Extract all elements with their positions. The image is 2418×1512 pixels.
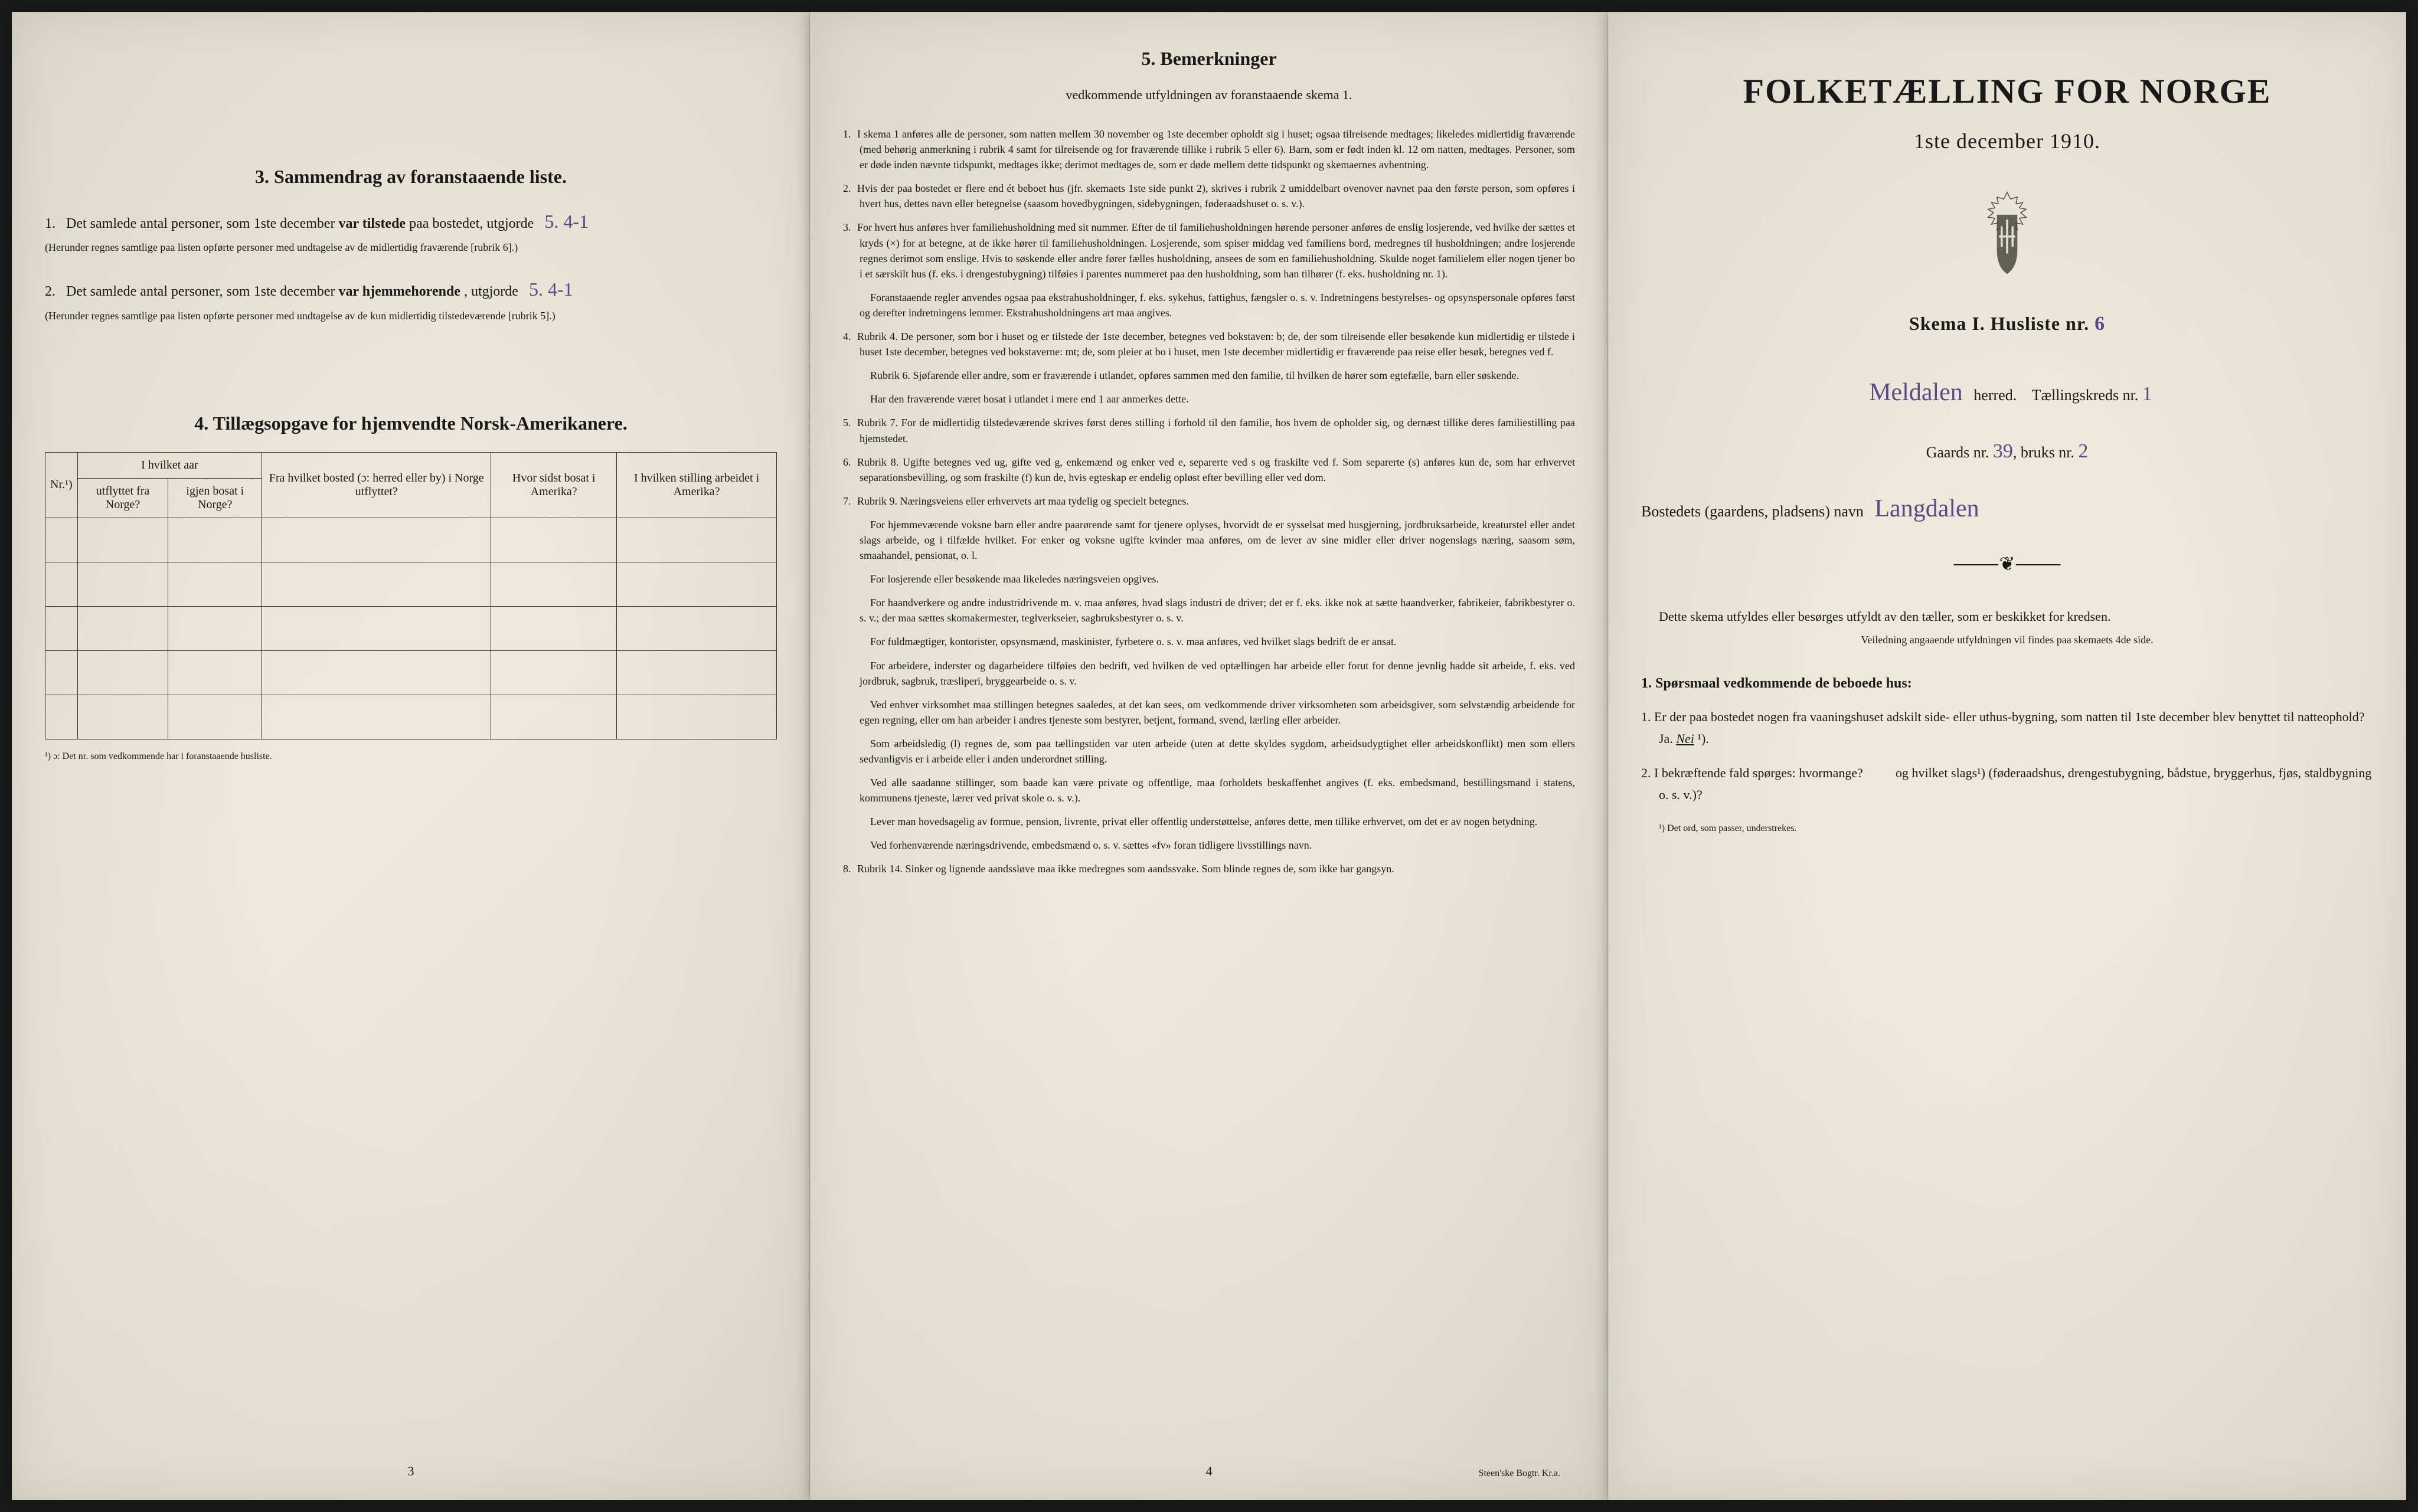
herred-line: Meldalen herred. Tællingskreds nr. 1	[1641, 371, 2373, 415]
bosted-line: Bostedets (gaardens, pladsens) navn Lang…	[1641, 487, 2373, 532]
bemerk-subpara: For haandverkere og andre industridriven…	[843, 595, 1575, 626]
bemerkninger-list: 1.I skema 1 anføres alle de personer, so…	[843, 126, 1575, 885]
intro-note: Veiledning angaaende utfyldningen vil fi…	[1641, 634, 2373, 646]
handwritten-value-1: 5. 4-1	[537, 205, 596, 237]
col-nr: Nr.¹)	[45, 452, 78, 518]
bemerk-subpara: Har den fraværende været bosat i utlande…	[843, 391, 1575, 407]
col-bosted: Fra hvilket bosted (ɔ: herred eller by) …	[262, 452, 491, 518]
bemerk-subpara: Lever man hovedsagelig av formue, pensio…	[843, 814, 1575, 829]
bemerk-subpara: For fuldmægtiger, kontorister, opsynsmæn…	[843, 634, 1575, 649]
q1-answer: Nei	[1676, 731, 1694, 746]
bruk-nr: 2	[2078, 440, 2088, 462]
bemerk-item: 5.Rubrik 7. For de midlertidig tilstedev…	[843, 415, 1575, 446]
table-footnote: ¹) ɔ: Det nr. som vedkommende har i fora…	[45, 751, 777, 762]
section5-subtitle: vedkommende utfyldningen av foranstaaend…	[843, 87, 1575, 103]
bemerk-subpara: For losjerende eller besøkende maa likel…	[843, 571, 1575, 587]
col-stilling: I hvilken stilling arbeidet i Amerika?	[617, 452, 777, 518]
bemerk-item: 7.Rubrik 9. Næringsveiens eller erhverve…	[843, 493, 1575, 509]
bosted-name: Langdalen	[1867, 487, 1986, 532]
bemerk-item: 4.Rubrik 4. De personer, som bor i huset…	[843, 329, 1575, 359]
page-number-4: 4	[1206, 1464, 1213, 1479]
col-utflyttet: utflyttet fra Norge?	[77, 478, 168, 518]
section3-item1: 1. Det samlede antal personer, som 1ste …	[45, 205, 777, 256]
bemerk-item: 1.I skema 1 anføres alle de personer, so…	[843, 126, 1575, 172]
question-2: 2. I bekræftende fald spørges: hvormange…	[1641, 762, 2373, 806]
question-1: 1. Er der paa bostedet nogen fra vaaning…	[1641, 706, 2373, 750]
bemerk-subpara: Rubrik 6. Sjøfarende eller andre, som er…	[843, 368, 1575, 383]
bemerk-item: 8.Rubrik 14. Sinker og lignende aandsslø…	[843, 861, 1575, 876]
footnote-right: ¹) Det ord, som passer, understrekes.	[1641, 823, 2373, 834]
page-right: FOLKETÆLLING FOR NORGE 1ste december 191…	[1608, 12, 2406, 1500]
item2-fine: (Herunder regnes samtlige paa listen opf…	[45, 308, 777, 324]
gaard-nr: 39	[1993, 440, 2013, 462]
bemerk-subpara: Ved enhver virksomhet maa stillingen bet…	[843, 697, 1575, 728]
section5-title: 5. Bemerkninger	[843, 48, 1575, 70]
page-left: 3. Sammendrag av foranstaaende liste. 1.…	[12, 12, 810, 1500]
page-middle: 5. Bemerkninger vedkommende utfyldningen…	[810, 12, 1608, 1500]
intro-paragraph: Dette skema utfyldes eller besørges utfy…	[1641, 606, 2373, 627]
page-number-3: 3	[408, 1464, 414, 1479]
bemerk-item: 3.For hvert hus anføres hver familiehush…	[843, 220, 1575, 281]
bemerk-subpara: Ved alle saadanne stillinger, som baade …	[843, 775, 1575, 806]
husliste-nr: 6	[2094, 313, 2105, 335]
three-page-spread: 3. Sammendrag av foranstaaende liste. 1.…	[12, 12, 2406, 1500]
bemerk-subpara: Foranstaaende regler anvendes ogsaa paa …	[843, 290, 1575, 320]
kreds-nr: 1	[2142, 383, 2152, 405]
section4-title: 4. Tillægsopgave for hjemvendte Norsk-Am…	[45, 413, 777, 434]
section3-item2: 2. Det samlede antal personer, som 1ste …	[45, 273, 777, 323]
gaard-line: Gaards nr. 39, bruks nr. 2	[1641, 433, 2373, 469]
coat-of-arms-icon	[1972, 189, 2043, 277]
bemerk-subpara: Ved forhenværende næringsdrivende, embed…	[843, 837, 1575, 853]
herred-name: Meldalen	[1862, 371, 1970, 415]
bemerk-subpara: Som arbeidsledig (l) regnes de, som paa …	[843, 736, 1575, 767]
bemerk-subpara: For hjemmeværende voksne barn eller andr…	[843, 517, 1575, 563]
col-bosat: igjen bosat i Norge?	[168, 478, 262, 518]
bemerk-item: 2.Hvis der paa bostedet er flere end ét …	[843, 181, 1575, 211]
bemerk-subpara: For arbeidere, inderster og dagarbeidere…	[843, 658, 1575, 689]
handwritten-value-2: 5. 4-1	[522, 273, 580, 305]
col-aar: I hvilket aar	[77, 452, 262, 478]
main-title: FOLKETÆLLING FOR NORGE	[1641, 71, 2373, 111]
imprint: Steen'ske Bogtr. Kr.a.	[1479, 1468, 1560, 1479]
amerikanere-table: Nr.¹) I hvilket aar Fra hvilket bosted (…	[45, 452, 777, 739]
section3-title: 3. Sammendrag av foranstaaende liste.	[45, 166, 777, 188]
item1-fine: (Herunder regnes samtlige paa listen opf…	[45, 240, 777, 256]
questions-heading: 1. Spørsmaal vedkommende de beboede hus:	[1641, 676, 2373, 692]
sub-title: 1ste december 1910.	[1641, 129, 2373, 153]
col-amerika: Hvor sidst bosat i Amerika?	[491, 452, 617, 518]
skema-line: Skema I. Husliste nr. 6	[1641, 313, 2373, 335]
ornament-icon: ⸻❦⸻	[1641, 549, 2373, 576]
bemerk-item: 6.Rubrik 8. Ugifte betegnes ved ug, gift…	[843, 454, 1575, 485]
